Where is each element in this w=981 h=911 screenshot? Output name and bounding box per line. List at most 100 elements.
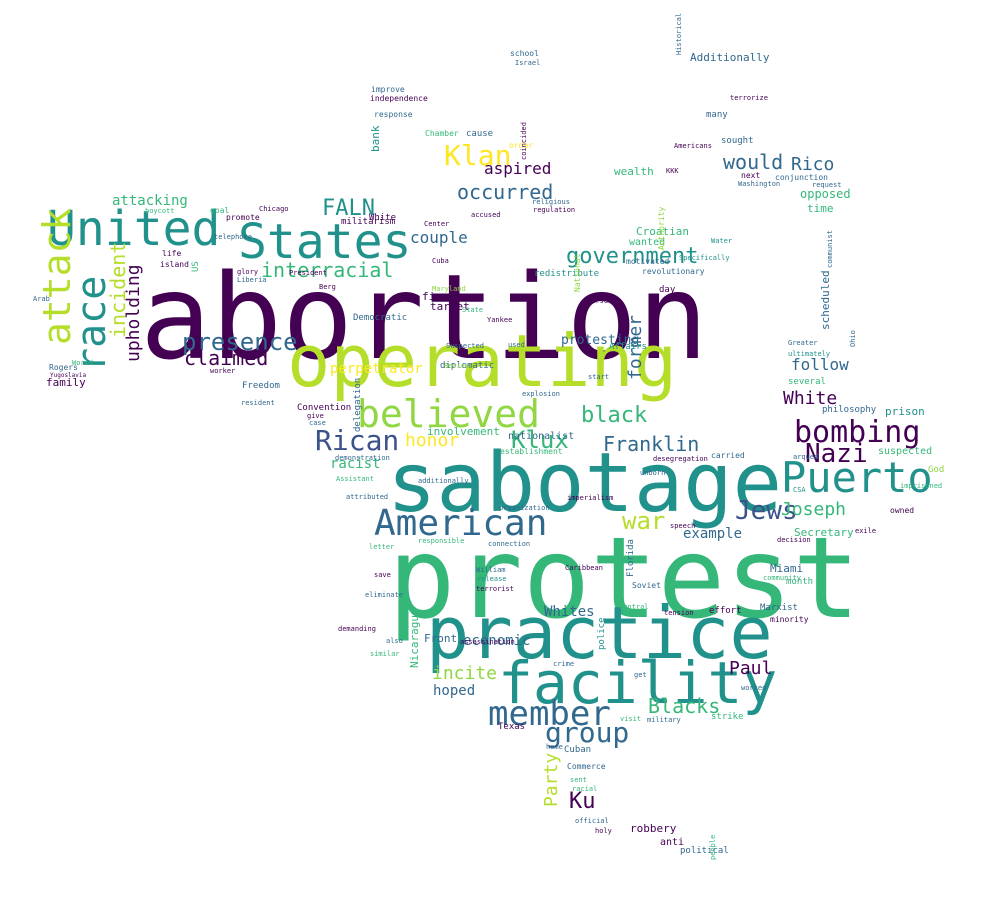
cloud-word: Chamber xyxy=(425,129,459,138)
cloud-word: effort xyxy=(709,606,742,616)
cloud-word: redistribute xyxy=(534,269,600,279)
cloud-word: opposed xyxy=(800,187,851,201)
cloud-word: carried xyxy=(711,451,745,460)
cloud-word: worker xyxy=(210,367,236,375)
cloud-word: operating xyxy=(287,319,678,403)
cloud-word: Convention xyxy=(297,403,352,413)
cloud-word: religious xyxy=(532,198,570,206)
cloud-word: sought xyxy=(721,136,754,146)
cloud-word: group xyxy=(545,716,630,749)
cloud-word: KKK xyxy=(666,167,679,175)
cloud-word: imprisoned xyxy=(900,482,943,490)
cloud-word: Rico xyxy=(791,154,835,175)
cloud-word: official xyxy=(575,817,609,825)
cloud-word: Greater xyxy=(788,339,818,347)
cloud-word: used xyxy=(508,341,525,349)
cloud-word: White xyxy=(783,388,838,409)
cloud-word: abortion xyxy=(140,248,709,386)
cloud-word: boycott xyxy=(145,207,175,215)
cloud-word: wanted xyxy=(629,237,666,248)
cloud-word: militarism xyxy=(341,217,396,227)
cloud-word: Freedom xyxy=(242,381,280,391)
cloud-word: explosion xyxy=(522,390,560,398)
cloud-word: speech xyxy=(670,522,696,530)
cloud-word: Assistant xyxy=(336,475,374,483)
cloud-word: minority xyxy=(770,615,809,624)
cloud-word: Franklin xyxy=(603,432,700,456)
cloud-word: FALN xyxy=(322,196,375,221)
cloud-word: regulation xyxy=(533,206,576,214)
cloud-word: interracial xyxy=(261,258,394,282)
cloud-word: island xyxy=(160,260,189,269)
cloud-word: police xyxy=(597,617,607,650)
cloud-word: Cuba xyxy=(432,257,449,265)
cloud-word: Specifically xyxy=(679,254,730,262)
cloud-word: day xyxy=(659,285,676,295)
cloud-word: similar xyxy=(370,650,400,658)
cloud-word: Klan xyxy=(444,139,512,172)
cloud-word: Blacks xyxy=(648,694,721,718)
cloud-word: would xyxy=(723,150,784,174)
cloud-word: request xyxy=(812,181,842,189)
cloud-word: target xyxy=(430,300,470,313)
cloud-word: home xyxy=(546,743,563,751)
cloud-word: Klux xyxy=(511,426,569,454)
cloud-word: release xyxy=(477,575,507,583)
cloud-word: couple xyxy=(410,228,468,247)
cloud-word: response xyxy=(374,110,413,119)
cloud-word: Maryland xyxy=(432,285,466,293)
cloud-word: decision xyxy=(777,536,811,544)
cloud-word: political xyxy=(680,846,729,856)
cloud-word: member xyxy=(488,694,611,734)
cloud-word: holy xyxy=(595,827,612,835)
cloud-word: Croatian xyxy=(636,225,689,238)
cloud-word: Joseph xyxy=(781,499,847,520)
cloud-word: Cuban xyxy=(564,745,592,755)
cloud-word: Center xyxy=(424,220,450,228)
cloud-word: William xyxy=(476,566,506,574)
cloud-word: glory xyxy=(237,268,259,276)
cloud-word: bank xyxy=(369,125,382,153)
cloud-word: establishment xyxy=(500,447,563,456)
cloud-word: Americans xyxy=(674,142,712,150)
cloud-word: visit xyxy=(620,715,642,723)
cloud-word: Soviet xyxy=(632,581,661,590)
cloud-word: owned xyxy=(890,506,915,515)
cloud-word: racial xyxy=(572,785,598,793)
cloud-word: Jews xyxy=(735,496,798,526)
cloud-word: Ku xyxy=(569,789,596,814)
cloud-word: family xyxy=(46,376,86,389)
cloud-word: many xyxy=(706,110,728,120)
cloud-word: protesting xyxy=(561,333,640,348)
cloud-word: Historical xyxy=(675,12,683,55)
cloud-word: Ohio xyxy=(849,330,857,347)
cloud-word: Florida xyxy=(626,539,636,577)
cloud-word: Secretary xyxy=(794,526,854,539)
cloud-word: government xyxy=(566,244,699,269)
cloud-word: resident xyxy=(241,399,275,407)
cloud-word: worked xyxy=(741,684,767,692)
cloud-word: hoped xyxy=(433,683,476,699)
cloud-word: World xyxy=(72,359,94,367)
cloud-word: States xyxy=(238,214,412,270)
cloud-word: several xyxy=(788,377,826,387)
cloud-word: nationalist xyxy=(508,431,575,442)
cloud-word: people xyxy=(709,834,717,860)
cloud-word: unborn xyxy=(640,469,666,477)
cloud-word: prison xyxy=(885,405,925,418)
cloud-word: cause xyxy=(466,129,494,139)
cloud-word: improve xyxy=(371,85,405,94)
cloud-word: Puerto xyxy=(781,453,933,502)
cloud-word: upholding xyxy=(123,264,144,362)
cloud-word: Miami xyxy=(770,562,804,575)
cloud-word: attacking xyxy=(112,193,188,209)
cloud-word: responsible xyxy=(418,537,465,545)
cloud-word: Israel xyxy=(515,59,541,67)
cloud-word: start xyxy=(588,373,610,381)
cloud-word: President xyxy=(289,269,327,277)
cloud-word: Texas xyxy=(498,722,526,732)
cloud-word: case xyxy=(309,419,326,427)
cloud-word: Front xyxy=(424,632,458,645)
cloud-word: sabotage xyxy=(387,436,782,531)
